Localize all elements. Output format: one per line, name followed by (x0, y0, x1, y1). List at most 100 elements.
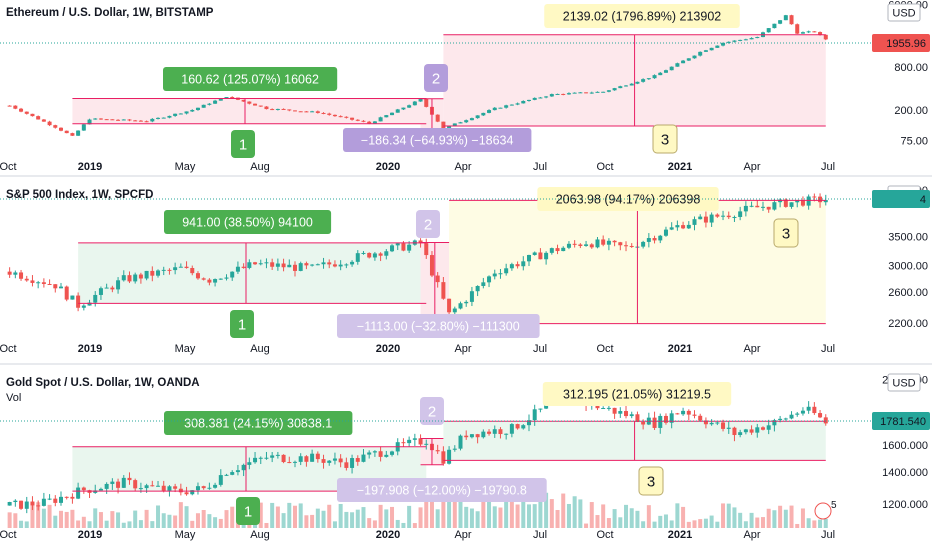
candle-body (47, 498, 52, 500)
candle-body (390, 245, 395, 252)
candle-body (190, 268, 195, 274)
candle-body (766, 425, 771, 430)
y-tick-label: 2200.00 (888, 318, 928, 330)
candle-body (601, 408, 606, 410)
x-tick-label: 2020 (376, 529, 400, 541)
candle-body (692, 219, 697, 225)
candle-body (213, 279, 218, 283)
volume-bar (298, 503, 303, 528)
volume-bar (116, 512, 121, 528)
volume-bar (424, 497, 429, 528)
candle-body (270, 262, 275, 267)
candle-body (703, 420, 708, 425)
candle-body (384, 115, 389, 118)
candle-body (698, 216, 703, 220)
candle-body (127, 477, 132, 481)
volume-bar (41, 508, 46, 528)
volume-bar (492, 506, 497, 528)
candle-body (253, 103, 258, 106)
candle-body (218, 278, 223, 280)
candle-body (475, 434, 480, 438)
volume-bar (618, 517, 623, 528)
candle-body (310, 264, 315, 266)
candle-body (681, 60, 686, 64)
notification-icon[interactable] (814, 502, 832, 520)
volume-bar (138, 520, 143, 528)
candle-body (441, 282, 446, 299)
marker-box (236, 497, 260, 525)
candle-body (618, 411, 623, 414)
candle-body (401, 107, 406, 110)
candle-body (287, 264, 292, 268)
candle-body (116, 481, 121, 488)
candle-body (13, 500, 18, 503)
candle-body (327, 460, 332, 463)
volume-bar (778, 505, 783, 528)
volume-bar (663, 514, 668, 528)
volume-bar (441, 499, 446, 528)
candle-body (150, 485, 155, 487)
candle-body (264, 457, 269, 459)
candle-body (230, 97, 235, 99)
candle-body (133, 120, 138, 122)
candle-body (30, 113, 35, 117)
candle-body (492, 107, 497, 111)
candle-body (258, 105, 263, 107)
candle-body (578, 92, 583, 94)
candle-body (321, 262, 326, 265)
last-price-badge (872, 190, 930, 208)
volume-bar (213, 517, 218, 528)
volume-bar (526, 504, 531, 528)
candle-body (287, 462, 292, 464)
candle-body (407, 244, 412, 251)
candle-body (618, 86, 623, 89)
candle-body (41, 119, 46, 122)
candle-body (407, 105, 412, 108)
candle-body (218, 475, 223, 485)
candle-body (766, 206, 771, 210)
candle-body (452, 123, 457, 126)
candle-body (589, 92, 594, 94)
candle-body (766, 28, 771, 33)
candle-body (675, 63, 680, 67)
candle-body (743, 429, 748, 433)
candle-body (721, 215, 726, 217)
candle-body (133, 480, 138, 489)
candle-body (298, 456, 303, 462)
candle-body (515, 264, 520, 267)
marker-box (652, 124, 678, 154)
candle-body (424, 99, 429, 107)
candle-body (292, 264, 297, 271)
candle-body (121, 275, 126, 281)
candle-body (447, 125, 452, 129)
candle-body (156, 117, 161, 119)
candle-body (755, 37, 760, 39)
candle-body (783, 15, 788, 21)
candle-body (806, 196, 811, 206)
candle-body (475, 115, 480, 119)
candle-body (772, 420, 777, 426)
candle-body (178, 488, 183, 493)
candle-body (800, 32, 805, 34)
volume-bar (390, 506, 395, 528)
currency-badge[interactable] (887, 373, 921, 392)
x-tick-label: Apr (743, 529, 760, 541)
currency-badge[interactable] (887, 3, 921, 22)
candle-body (783, 199, 788, 207)
candle-body (275, 108, 280, 110)
candle-body (481, 112, 486, 116)
candle-body (64, 130, 69, 134)
volume-bar (447, 495, 452, 528)
volume-bar (509, 491, 514, 528)
candle-body (709, 47, 714, 51)
candle-body (572, 243, 577, 245)
candle-body (292, 110, 297, 112)
candle-body (743, 205, 748, 212)
candle-body (287, 109, 292, 111)
marker-2: 2 (428, 404, 436, 421)
candle-body (64, 496, 69, 498)
candle-body (515, 424, 520, 429)
range-label-box (337, 314, 540, 338)
candle-body (367, 452, 372, 455)
